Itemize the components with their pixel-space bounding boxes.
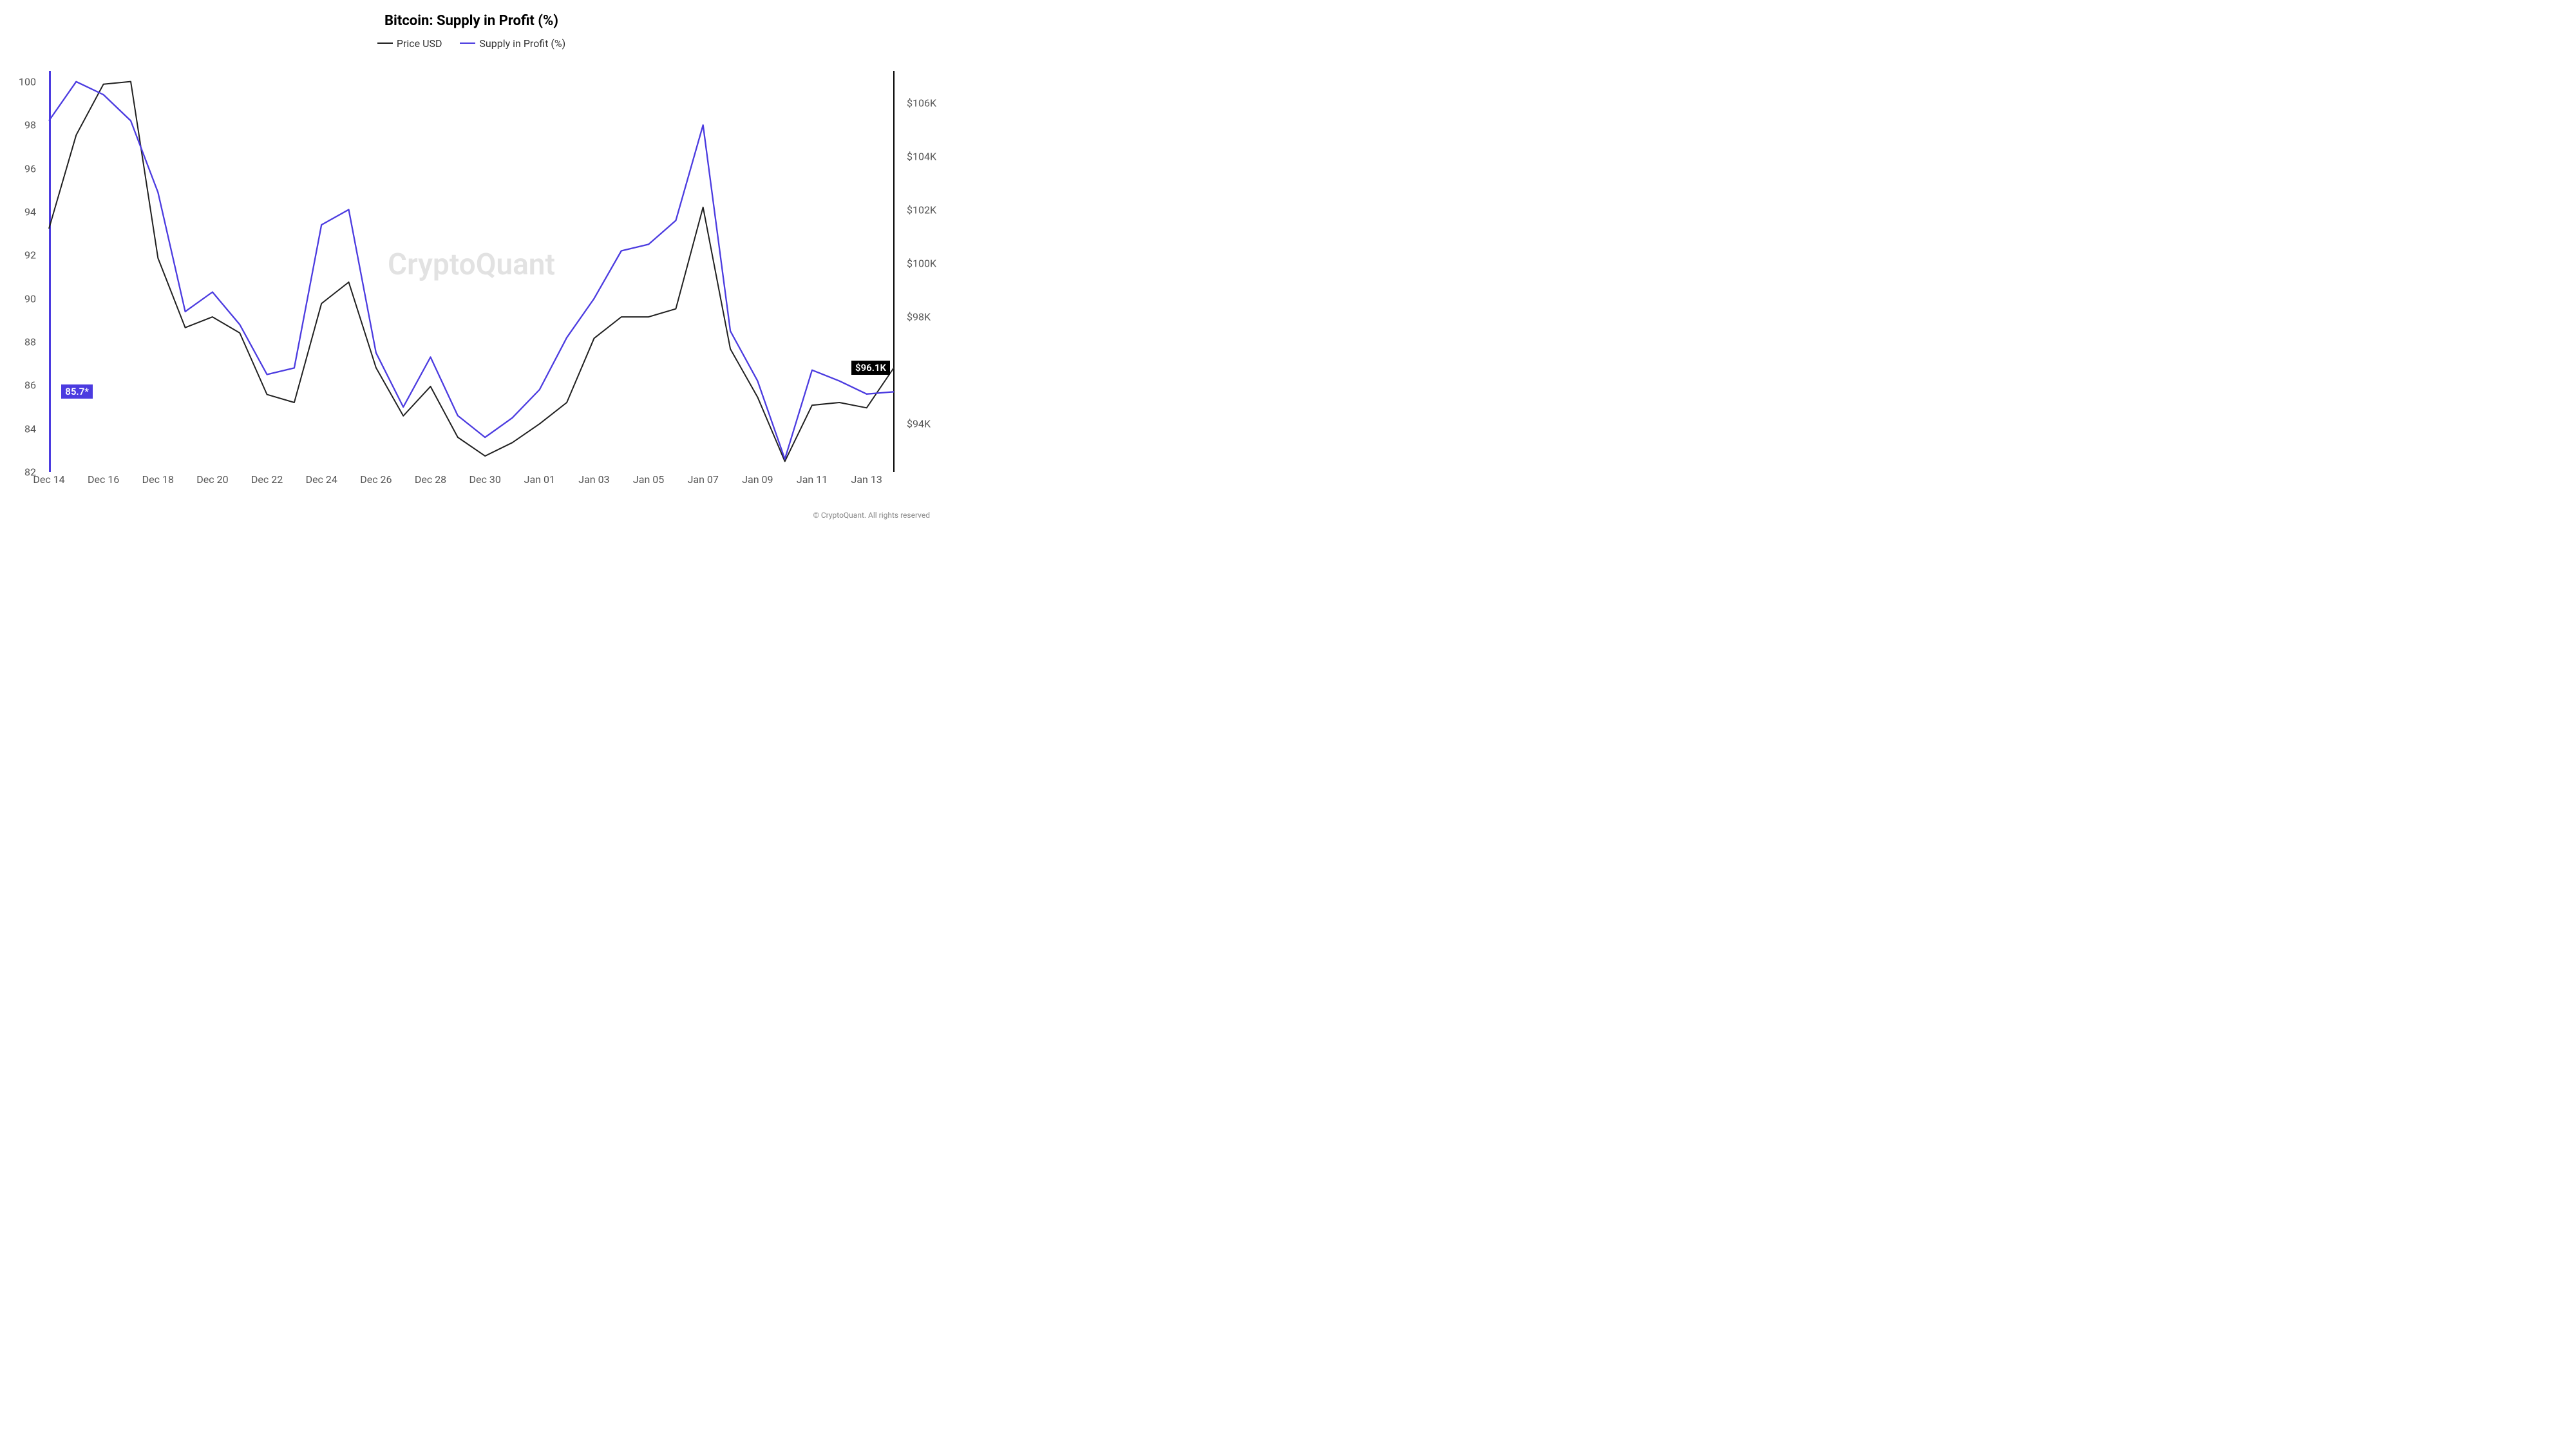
x-tick: Dec 28	[415, 473, 446, 486]
x-tick: Dec 16	[88, 473, 119, 486]
y-right-tick: $98K	[907, 311, 931, 323]
y-right-tick: $100K	[907, 258, 936, 270]
chart-legend: Price USD Supply in Profit (%)	[0, 29, 943, 50]
y-left-tick: 94	[24, 205, 36, 218]
legend-item-price: Price USD	[377, 37, 442, 50]
legend-label-supply: Supply in Profit (%)	[479, 37, 565, 50]
x-tick: Dec 14	[33, 473, 64, 486]
chart-title: Bitcoin: Supply in Profit (%)	[0, 0, 943, 29]
x-tick: Jan 09	[742, 473, 773, 486]
legend-swatch-price	[377, 43, 393, 44]
x-tick: Dec 30	[469, 473, 501, 486]
x-tick: Dec 22	[251, 473, 283, 486]
right-axis-badge: $96.1K	[851, 361, 890, 375]
plot-area: CryptoQuant 85.7* $96.1K	[49, 71, 894, 472]
y-left-tick: 92	[24, 249, 36, 261]
legend-item-supply: Supply in Profit (%)	[460, 37, 565, 50]
y-left-tick: 86	[24, 379, 36, 392]
x-tick: Jan 03	[578, 473, 609, 486]
x-axis: Dec 14Dec 16Dec 18Dec 20Dec 22Dec 24Dec …	[49, 473, 894, 499]
x-tick: Dec 24	[306, 473, 337, 486]
legend-label-price: Price USD	[397, 37, 442, 50]
y-axis-right: $94K $98K $100K $102K $104K $106K	[899, 71, 943, 472]
chart-container: Bitcoin: Supply in Profit (%) Price USD …	[0, 0, 943, 530]
legend-swatch-supply	[460, 43, 475, 44]
copyright: © CryptoQuant. All rights reserved	[813, 511, 930, 520]
y-left-tick: 100	[19, 75, 36, 88]
y-left-tick: 84	[24, 422, 36, 435]
y-left-tick: 90	[24, 292, 36, 305]
y-right-tick: $106K	[907, 97, 936, 109]
x-tick: Dec 26	[360, 473, 392, 486]
y-right-tick: $104K	[907, 150, 936, 162]
y-right-tick: $102K	[907, 204, 936, 216]
x-tick: Jan 01	[524, 473, 555, 486]
y-axis-left: 828486889092949698100	[0, 71, 44, 472]
x-tick: Dec 18	[142, 473, 174, 486]
left-axis-badge: 85.7*	[61, 384, 93, 399]
y-left-tick: 98	[24, 119, 36, 131]
series-line	[49, 82, 894, 459]
x-tick: Jan 11	[797, 473, 828, 486]
x-tick: Jan 07	[688, 473, 719, 486]
x-tick: Jan 13	[851, 473, 882, 486]
x-tick: Jan 05	[633, 473, 664, 486]
y-left-tick: 96	[24, 162, 36, 175]
y-right-tick: $94K	[907, 418, 931, 430]
y-left-tick: 88	[24, 336, 36, 348]
chart-svg	[49, 71, 894, 472]
x-tick: Dec 20	[196, 473, 228, 486]
